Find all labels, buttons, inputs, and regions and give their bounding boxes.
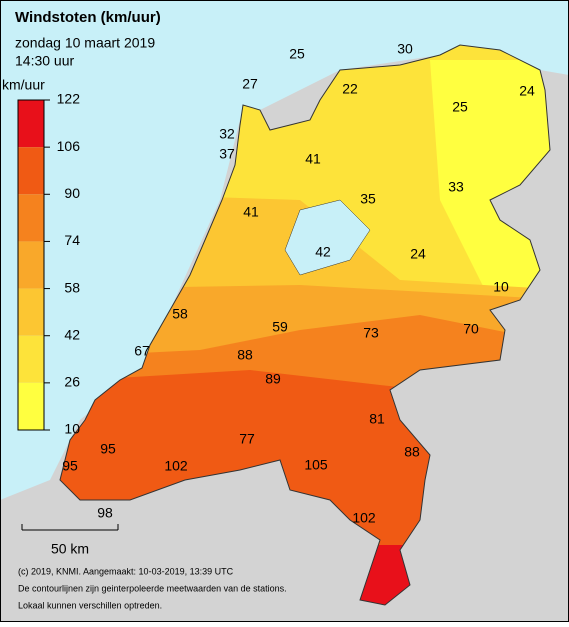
station-value: 89: [265, 371, 281, 387]
scale-label: 50 km: [51, 541, 89, 557]
legend-tick-label: 74: [64, 232, 80, 248]
station-value: 27: [242, 76, 258, 92]
legend-unit: km/uur: [2, 77, 45, 93]
border: [59, 44, 551, 606]
station-value: 10: [493, 279, 509, 295]
station-value: 42: [315, 244, 331, 260]
station-value: 37: [219, 146, 235, 162]
station-value: 59: [272, 319, 288, 335]
station-value: 24: [410, 246, 426, 262]
legend-swatch: [18, 288, 44, 336]
legend: 122 106 90 74 58 42 26 10: [17, 91, 81, 437]
station-value: 98: [97, 505, 113, 521]
stations: 25 30 22 27 25 24 32 37 41 33 35 41 42 24 10 58 59 73 70 67…: [62, 41, 535, 526]
legend-tick-label: 122: [57, 91, 81, 107]
footer-line: Lokaal kunnen verschillen optreden.: [18, 600, 162, 610]
station-value: 32: [219, 126, 235, 142]
sea: [0, 0, 569, 500]
legend-tick-label: 58: [64, 279, 80, 295]
legend-tick-label: 26: [64, 374, 80, 390]
legend-outline: [17, 99, 45, 431]
station-value: 77: [239, 431, 255, 447]
station-value: 24: [519, 83, 535, 99]
station-value: 25: [452, 99, 468, 115]
legend-swatch: [18, 382, 44, 430]
footer-line: (c) 2019, KNMI. Aangemaakt: 10-03-2019, …: [18, 566, 234, 576]
station-value: 81: [369, 411, 385, 427]
station-value: 105: [304, 457, 328, 473]
legend-swatch: [18, 147, 44, 195]
legend-tick-label: 10: [64, 421, 80, 437]
station-value: 30: [397, 41, 413, 57]
station-value: 102: [352, 510, 376, 526]
station-value: 25: [289, 46, 305, 62]
legend-tick-label: 90: [64, 185, 80, 201]
title: Windstoten (km/uur): [15, 9, 161, 26]
time: 14:30 uur: [15, 53, 74, 69]
footer: (c) 2019, KNMI. Aangemaakt: 10-03-2019, …: [18, 566, 287, 610]
legend-tick-label: 42: [64, 326, 80, 342]
station-value: 95: [100, 441, 116, 457]
station-value: 22: [342, 81, 358, 97]
station-value: 33: [448, 179, 464, 195]
footer-line: De contourlijnen zijn geinterpoleerde me…: [18, 583, 287, 593]
station-value: 102: [164, 458, 188, 474]
station-value: 67: [134, 343, 150, 359]
station-value: 73: [363, 325, 379, 341]
station-value: 88: [237, 347, 253, 363]
ijsselmeer: [284, 199, 371, 276]
legend-swatch: [18, 100, 44, 148]
legend-tick-label: 106: [57, 138, 81, 154]
date: zondag 10 maart 2019: [15, 35, 155, 51]
legend-swatch: [18, 194, 44, 242]
station-value: 70: [463, 321, 479, 337]
station-value: 88: [404, 444, 420, 460]
station-value: 41: [305, 151, 321, 167]
station-value: 58: [172, 306, 188, 322]
station-value: 95: [62, 458, 78, 474]
station-value: 41: [243, 204, 259, 220]
legend-swatch: [18, 335, 44, 383]
legend-swatch: [18, 241, 44, 289]
station-value: 35: [360, 191, 376, 207]
